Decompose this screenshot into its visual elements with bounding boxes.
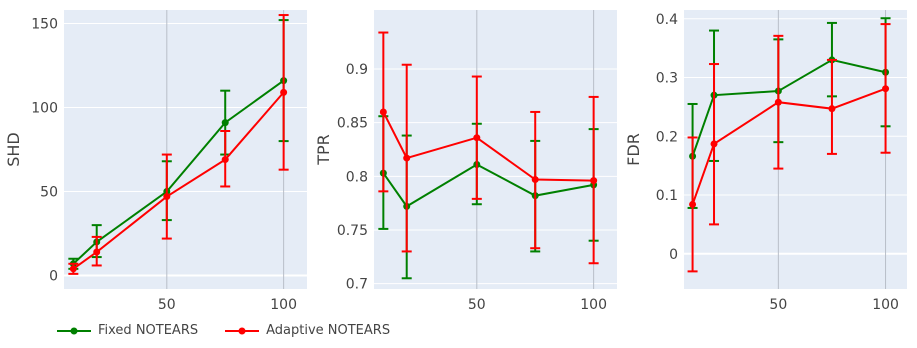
y-axis-label: FDR — [624, 133, 643, 166]
data-point[interactable] — [828, 105, 836, 113]
y-tick-label: 0 — [49, 269, 58, 285]
y-axis-label: SHD — [4, 132, 23, 167]
data-point[interactable] — [710, 140, 718, 148]
data-point[interactable] — [280, 88, 288, 96]
data-point[interactable] — [93, 248, 101, 256]
x-tick-label: 50 — [769, 297, 787, 313]
x-tick-label: 100 — [872, 297, 899, 313]
x-tick-label: 50 — [158, 297, 176, 313]
plot-background — [64, 10, 307, 289]
series-adaptive — [68, 14, 289, 275]
x-tick-label: 100 — [270, 297, 297, 313]
legend-label-fixed: Fixed NOTEARS — [98, 323, 199, 338]
data-point[interactable] — [473, 134, 481, 142]
legend: Fixed NOTEARS Adaptive NOTEARS — [56, 323, 416, 338]
data-point[interactable] — [590, 177, 598, 185]
legend-item-fixed[interactable]: Fixed NOTEARS — [56, 323, 198, 338]
y-axis-label: TPR — [314, 134, 333, 166]
data-point[interactable] — [379, 108, 387, 116]
data-point[interactable] — [221, 156, 229, 164]
data-point[interactable] — [774, 98, 782, 106]
plot-background — [684, 10, 907, 289]
y-tick-label: 50 — [40, 185, 58, 201]
y-tick-label: 0.4 — [656, 12, 678, 28]
y-tick-label: 0.2 — [656, 129, 678, 145]
series-adaptive — [378, 31, 599, 265]
data-point[interactable] — [69, 265, 77, 273]
panel-3: 0 0.1 0.2 0.3 0.4 50 100 FDR — [624, 10, 907, 313]
data-point[interactable] — [221, 119, 229, 127]
legend-item-adaptive[interactable]: Adaptive NOTEARS — [224, 323, 390, 338]
panel-1: 0 50 100 150 50 100 SHD — [4, 10, 307, 313]
data-point[interactable] — [403, 154, 411, 162]
series-adaptive — [687, 23, 891, 273]
y-tick-label: 0.3 — [656, 71, 678, 87]
y-tick-label: 0 — [669, 247, 678, 263]
legend-swatch-fixed — [57, 327, 91, 334]
y-tick-label: 0.85 — [337, 116, 368, 132]
legend-swatch-adaptive — [225, 327, 260, 334]
x-tick-label: 100 — [580, 297, 607, 313]
y-tick-label: 0.9 — [346, 62, 368, 78]
y-tick-label: 0.8 — [346, 169, 368, 185]
data-point[interactable] — [882, 85, 890, 93]
data-point[interactable] — [163, 193, 171, 201]
panel-2: 0.7 0.75 0.8 0.85 0.9 50 100 TPR — [314, 10, 617, 313]
y-tick-label: 0.7 — [346, 277, 368, 293]
plot-background — [374, 10, 617, 289]
data-point[interactable] — [531, 176, 539, 184]
y-tick-label: 0.75 — [337, 223, 368, 239]
data-point[interactable] — [689, 200, 697, 208]
legend-label-adaptive: Adaptive NOTEARS — [266, 323, 391, 338]
y-tick-label: 150 — [31, 16, 58, 32]
y-tick-label: 0.1 — [656, 188, 678, 204]
y-tick-label: 100 — [31, 100, 58, 116]
x-tick-label: 50 — [468, 297, 486, 313]
